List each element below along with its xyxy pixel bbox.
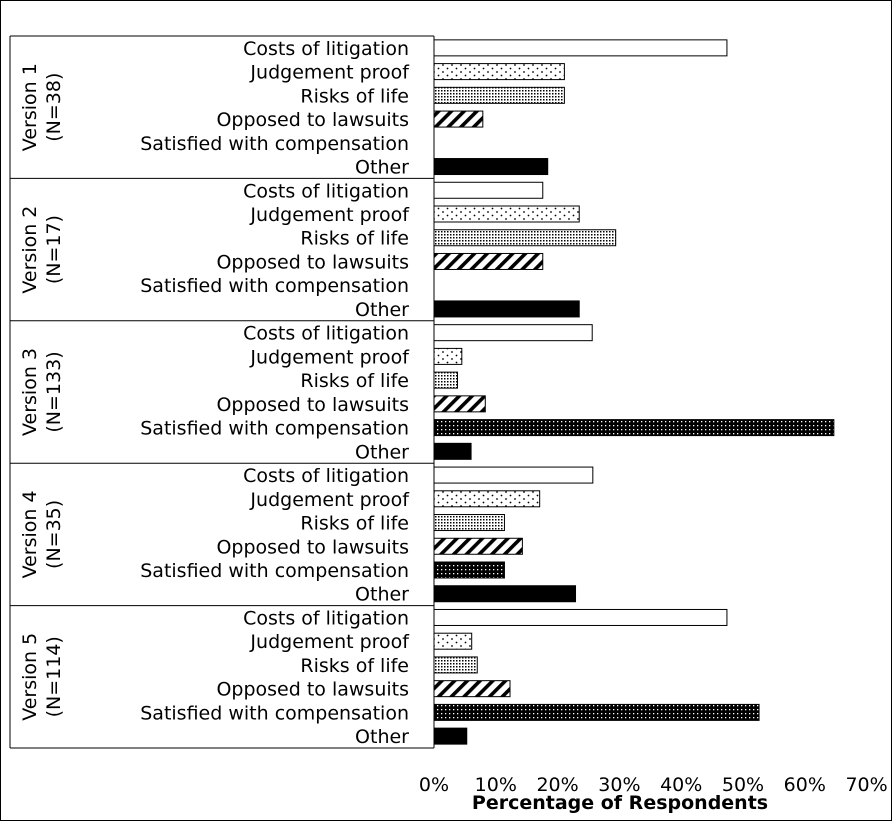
- category-label: Satisfied with compensation: [140, 275, 409, 297]
- category-label: Opposed to lawsuits: [216, 679, 409, 701]
- x-tick-label: 20%: [536, 774, 578, 796]
- category-label: Satisfied with compensation: [140, 560, 409, 582]
- bar: [433, 561, 505, 579]
- category-label: Other: [355, 726, 409, 748]
- category-label: Opposed to lawsuits: [216, 536, 409, 558]
- bar: [433, 110, 484, 128]
- group-label: Version 1 (N=38): [19, 63, 65, 151]
- bar: [433, 656, 478, 674]
- category-label: Judgement proof: [249, 631, 410, 653]
- bar: [433, 537, 523, 555]
- bar: [433, 442, 472, 460]
- category-label: Costs of litigation: [243, 323, 409, 345]
- category-label: Risks of life: [300, 228, 409, 250]
- bar: [433, 86, 565, 104]
- bar: [433, 229, 617, 247]
- category-label: Opposed to lawsuits: [216, 394, 409, 416]
- category-label: Satisfied with compensation: [140, 133, 409, 155]
- category-label: Opposed to lawsuits: [216, 109, 409, 131]
- bar: [433, 252, 544, 270]
- x-tick-label: 50%: [722, 774, 764, 796]
- bar: [433, 63, 565, 81]
- bar: [433, 371, 458, 389]
- category-label: Other: [355, 441, 409, 463]
- bar: [433, 39, 728, 57]
- bar: [433, 181, 544, 199]
- x-tick-label: 0%: [419, 774, 449, 796]
- category-label: Opposed to lawsuits: [216, 251, 409, 273]
- bar: [433, 466, 594, 484]
- bar: [433, 300, 580, 318]
- category-label: Judgement proof: [249, 489, 410, 511]
- bar: [433, 703, 760, 721]
- category-label: Other: [355, 584, 409, 606]
- bar: [433, 585, 577, 603]
- bar: [433, 205, 580, 223]
- group-label: Version 5 (N=114): [19, 633, 65, 721]
- bar: [433, 490, 541, 508]
- x-tick-label: 60%: [784, 774, 826, 796]
- x-tick-label: 10%: [475, 774, 517, 796]
- category-label: Other: [355, 157, 409, 179]
- bar: [433, 158, 549, 176]
- group-label: Version 3 (N=133): [19, 348, 65, 436]
- bar: [433, 395, 486, 413]
- category-label: Risks of life: [300, 370, 409, 392]
- category-label: Risks of life: [300, 85, 409, 107]
- x-axis-title: Percentage of Respondents: [472, 792, 768, 814]
- bar: [433, 347, 463, 365]
- x-tick-label: 70%: [845, 774, 887, 796]
- bar: [433, 324, 593, 342]
- category-label: Costs of litigation: [243, 607, 409, 629]
- category-label: Risks of life: [300, 655, 409, 677]
- group-label: Version 2 (N=17): [19, 206, 65, 294]
- category-label: Judgement proof: [249, 346, 410, 368]
- bar: [433, 419, 835, 437]
- category-label: Costs of litigation: [243, 465, 409, 487]
- bar: [433, 514, 505, 532]
- category-label: Risks of life: [300, 513, 409, 535]
- bar: [433, 680, 511, 698]
- bar: [433, 727, 468, 745]
- category-label: Judgement proof: [249, 62, 410, 84]
- category-label: Satisfied with compensation: [140, 418, 409, 440]
- category-label: Other: [355, 299, 409, 321]
- x-tick-label: 40%: [660, 774, 702, 796]
- group-label: Version 4 (N=35): [19, 490, 65, 578]
- bar: [433, 632, 473, 650]
- x-tick-label: 30%: [598, 774, 640, 796]
- category-label: Satisfied with compensation: [140, 702, 409, 724]
- bar: [433, 608, 728, 626]
- category-label: Costs of litigation: [243, 180, 409, 202]
- category-label: Costs of litigation: [243, 38, 409, 60]
- category-label: Judgement proof: [249, 204, 410, 226]
- plot-area: Version 1 (N=38)Costs of litigationJudgem…: [9, 35, 888, 796]
